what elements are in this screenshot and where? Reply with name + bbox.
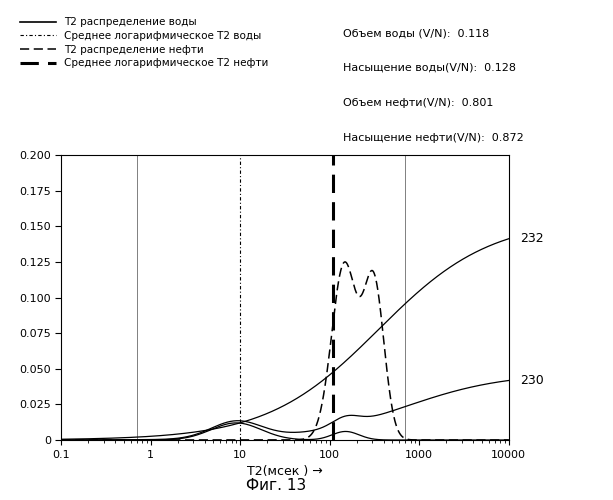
Text: Насыщение воды(V/N):  0.128: Насыщение воды(V/N): 0.128 (343, 63, 516, 73)
Text: 232: 232 (520, 232, 544, 245)
Legend: T2 распределение воды, Среднее логарифмическое T2 воды, T2 распределение нефти, : T2 распределение воды, Среднее логарифми… (17, 15, 271, 70)
Text: Объем воды (V/N):  0.118: Объем воды (V/N): 0.118 (343, 28, 490, 38)
Text: Объем нефти(V/N):  0.801: Объем нефти(V/N): 0.801 (343, 98, 493, 108)
Text: Фиг. 13: Фиг. 13 (246, 478, 306, 493)
X-axis label: T2(мсек ) →: T2(мсек ) → (247, 466, 323, 478)
Text: 230: 230 (520, 374, 544, 387)
Text: Насыщение нефти(V/N):  0.872: Насыщение нефти(V/N): 0.872 (343, 133, 524, 143)
